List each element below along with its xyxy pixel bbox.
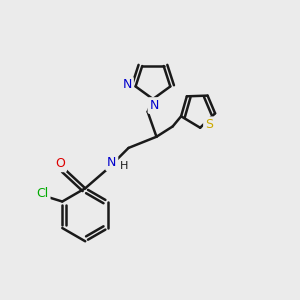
Text: S: S [205,118,213,131]
Text: N: N [149,99,159,112]
Text: H: H [120,161,129,171]
Text: N: N [123,79,132,92]
Text: Cl: Cl [36,187,49,200]
Text: O: O [55,157,65,170]
Text: N: N [107,156,116,169]
